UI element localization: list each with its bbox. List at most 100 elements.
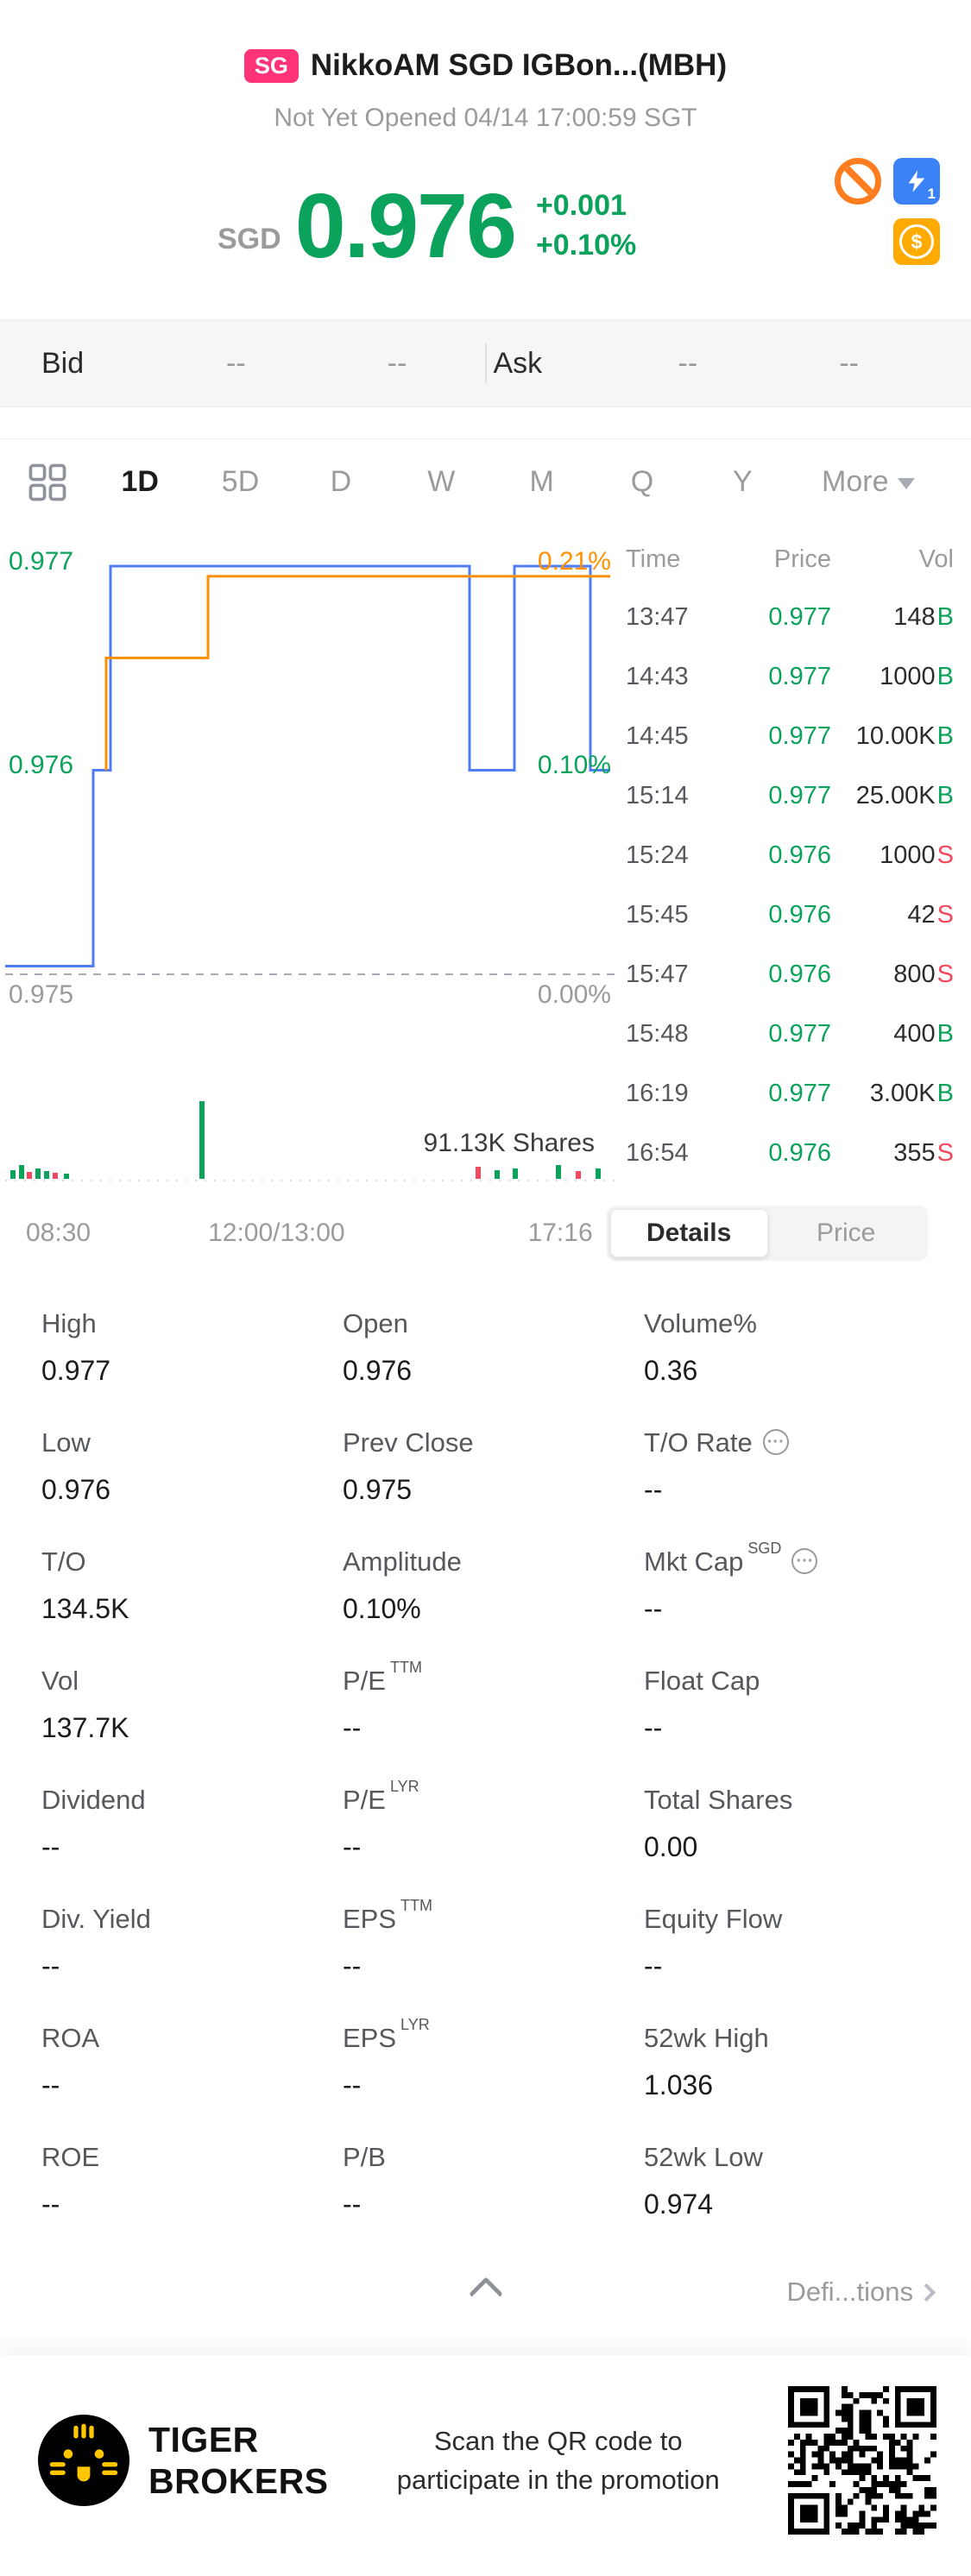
stat-value: --: [644, 1712, 663, 1743]
trade-row: 14:45 0.977 10.00KB: [626, 707, 954, 766]
trade-vol-value: 42: [907, 901, 936, 929]
trade-price: 0.977: [768, 663, 831, 690]
trade-time: 15:48: [626, 1020, 689, 1048]
trade-row: 14:43 0.977 1000B: [626, 647, 954, 707]
definitions-label: Defi...tions: [786, 2277, 913, 2307]
stat-label: T/O: [41, 1546, 86, 1577]
chevron-down-icon: [897, 478, 915, 489]
tab-year[interactable]: Y: [732, 465, 753, 498]
price-change-pct: +0.10%: [535, 229, 637, 261]
trade-time: 15:24: [626, 841, 689, 869]
trade-vol-value: 355: [893, 1139, 936, 1167]
trade-vol-value: 148: [893, 603, 936, 631]
tab-day[interactable]: D: [330, 465, 352, 498]
trade-row: 15:24 0.976 1000S: [626, 826, 954, 885]
quote-main: SGD 0.976 +0.001 +0.10%: [218, 180, 636, 272]
trade-vol: 10.00KB: [831, 722, 954, 751]
stat-superscript: TTM: [400, 1897, 433, 1914]
promo-text: Scan the QR code to participate in the p…: [329, 2422, 788, 2499]
quote-section: SGD 0.976 +0.001 +0.10% 1: [0, 133, 971, 319]
trade-vol: 42S: [831, 901, 954, 929]
stat-prev-close: Prev Close 0.975: [343, 1414, 628, 1533]
currency-label: SGD: [218, 223, 281, 255]
stat-low: Low 0.976: [41, 1414, 327, 1533]
stat-52wk-high: 52wk High 1.036: [644, 2009, 930, 2128]
stat-label: Low: [41, 1427, 91, 1458]
flash-order-icon[interactable]: 1: [893, 158, 940, 205]
stat-value: --: [41, 2069, 60, 2100]
trading-halted-icon[interactable]: [835, 158, 881, 205]
stat-value: --: [41, 1831, 60, 1862]
collapse-chevron-icon[interactable]: [468, 2277, 503, 2311]
tab-5d[interactable]: 5D: [221, 465, 260, 498]
x-label-close: 17:16: [527, 1219, 593, 1247]
details-button[interactable]: Details: [609, 1209, 768, 1257]
trade-row: 15:47 0.976 800S: [626, 945, 954, 1005]
trade-vol: 3.00KB: [831, 1080, 954, 1108]
stat-turnover: T/O 134.5K: [41, 1533, 327, 1652]
stat-vol: Vol 137.7K: [41, 1652, 327, 1771]
stat-pb: P/B --: [343, 2128, 628, 2247]
stat-label: ROA: [41, 2023, 100, 2053]
trade-vol-value: 10.00K: [855, 722, 936, 750]
col-price: Price: [773, 545, 831, 573]
period-tabs: 1D 5D D W M Q Y More: [0, 438, 971, 525]
stat-label: Float Cap: [644, 1666, 760, 1696]
tab-more[interactable]: More: [793, 465, 944, 499]
stat-value: 1.036: [644, 2069, 714, 2100]
tab-quarter[interactable]: Q: [630, 465, 654, 498]
dollar-promo-icon[interactable]: [893, 218, 940, 265]
trade-side: S: [936, 841, 954, 869]
details-grid: High 0.977 Open 0.976 Volume% 0.36 Low 0…: [0, 1270, 971, 2247]
trade-row: 15:48 0.977 400B: [626, 1005, 954, 1064]
tab-month[interactable]: M: [529, 465, 554, 498]
chart-grid-icon[interactable]: [28, 463, 67, 502]
chevron-right-icon: [917, 2283, 936, 2302]
stat-label: Volume%: [644, 1308, 757, 1338]
stat-pe-lyr: P/E LYR --: [343, 1771, 628, 1890]
stat-value: 137.7K: [41, 1712, 129, 1743]
bid-size: --: [387, 346, 407, 380]
quote-icons: 1: [833, 155, 942, 268]
stat-value: --: [343, 2189, 362, 2220]
price-button[interactable]: Price: [816, 1219, 876, 1247]
trade-time: 15:45: [626, 901, 689, 929]
stat-value: --: [644, 1950, 663, 1981]
trade-vol: 25.00KB: [831, 782, 954, 810]
trade-vol: 1000S: [831, 841, 954, 870]
trade-side: B: [936, 1080, 954, 1107]
ask-price: --: [678, 346, 698, 380]
stat-value: --: [343, 2069, 362, 2100]
stat-value: 134.5K: [41, 1593, 129, 1624]
flash-level-badge: 1: [927, 186, 936, 202]
definitions-link[interactable]: Defi...tions: [786, 2277, 936, 2308]
bid-price: --: [226, 346, 246, 380]
trade-time: 14:43: [626, 663, 689, 690]
info-icon[interactable]: [791, 1548, 818, 1574]
trades-panel: Time Price Vol 13:47 0.977 148B 14:43 0.…: [619, 525, 971, 1196]
stat-label: P/E: [343, 1666, 386, 1696]
trade-vol: 148B: [831, 603, 954, 632]
trade-vol-value: 400: [893, 1020, 936, 1048]
stat-value: 0.36: [644, 1355, 698, 1386]
stat-label: T/O Rate: [644, 1427, 753, 1458]
trade-time: 16:54: [626, 1139, 689, 1167]
trade-time: 16:19: [626, 1080, 689, 1107]
trade-vol: 800S: [831, 960, 954, 989]
intraday-chart[interactable]: [5, 532, 620, 1193]
stat-label: Div. Yield: [41, 1904, 151, 1934]
stat-label: Prev Close: [343, 1427, 474, 1458]
info-icon[interactable]: [762, 1429, 789, 1455]
trade-vol: 355S: [831, 1139, 954, 1168]
bid-half: Bid -- --: [41, 347, 478, 381]
tab-1d[interactable]: 1D: [121, 465, 159, 498]
trade-price: 0.977: [768, 782, 831, 809]
trade-vol-value: 1000: [880, 663, 936, 690]
tab-week[interactable]: W: [427, 465, 456, 498]
stat-value: 0.00: [644, 1831, 698, 1862]
chart-area: 0.977 0.976 0.975 0.21% 0.10% 0.00% 91.1…: [0, 525, 971, 1196]
stat-label: Mkt Cap: [644, 1546, 744, 1577]
stat-equity-flow: Equity Flow --: [644, 1890, 930, 2009]
